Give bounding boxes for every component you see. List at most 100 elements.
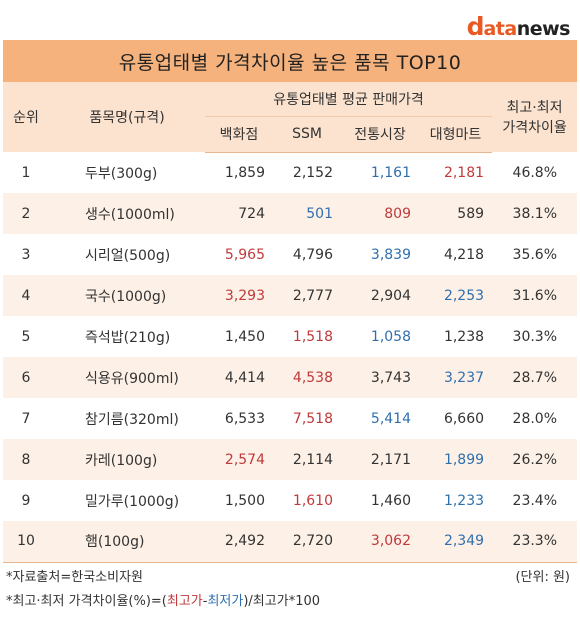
header-ssm: SSM — [273, 116, 341, 153]
table-row: 4 국수(1000g) 3,293 2,777 2,904 2,253 31.6% — [3, 275, 578, 316]
cell-market: 1,058 — [341, 316, 419, 357]
cell-market: 1,460 — [341, 480, 419, 521]
cell-mart: 1,238 — [419, 316, 493, 357]
formula-prefix: *최고·최저 가격차이율(%)=( — [6, 594, 167, 609]
logo-d: d — [466, 12, 485, 41]
cell-ssm: 4,538 — [273, 357, 341, 398]
cell-rate: 23.4% — [492, 480, 578, 521]
cell-rate: 30.3% — [492, 316, 578, 357]
cell-rank: 4 — [3, 275, 49, 316]
cell-rate: 31.6% — [492, 275, 578, 316]
cell-ssm: 1,610 — [273, 480, 341, 521]
chart-title: 유통업태별 가격차이율 높은 품목 TOP10 — [118, 51, 462, 74]
cell-rate: 26.2% — [492, 439, 578, 480]
cell-market: 2,904 — [341, 275, 419, 316]
formula-suffix: )/최고가*100 — [243, 594, 321, 609]
cell-ssm: 4,796 — [273, 234, 341, 275]
cell-mart: 4,218 — [419, 234, 493, 275]
table-row: 6 식용유(900ml) 4,414 4,538 3,743 3,237 28.7% — [3, 357, 578, 398]
cell-dept: 2,574 — [205, 439, 273, 480]
table-row: 1 두부(300g) 1,859 2,152 1,161 2,181 46.8% — [3, 152, 578, 193]
cell-mart: 2,349 — [419, 521, 493, 563]
cell-rank: 6 — [3, 357, 49, 398]
cell-rank: 3 — [3, 234, 49, 275]
cell-mart: 3,237 — [419, 357, 493, 398]
header-item: 품목명(규격) — [49, 82, 205, 152]
header-price-group: 유통업태별 평균 판매가격 — [205, 82, 493, 117]
cell-market: 3,839 — [341, 234, 419, 275]
cell-dept: 1,500 — [205, 480, 273, 521]
header-dept: 백화점 — [205, 116, 273, 153]
cell-mart: 2,181 — [419, 152, 493, 193]
cell-rate: 35.6% — [492, 234, 578, 275]
cell-item: 카레(100g) — [49, 439, 205, 480]
cell-item: 즉석밥(210g) — [49, 316, 205, 357]
cell-item: 시리얼(500g) — [49, 234, 205, 275]
cell-rate: 38.1% — [492, 193, 578, 234]
table-row: 10 햄(100g) 2,492 2,720 3,062 2,349 23.3% — [3, 521, 578, 563]
header-market: 전통시장 — [341, 116, 419, 153]
cell-ssm: 2,114 — [273, 439, 341, 480]
chart-title-bar: 유통업태별 가격차이율 높은 품목 TOP10 — [3, 40, 577, 82]
cell-dept: 1,450 — [205, 316, 273, 357]
cell-rank: 9 — [3, 480, 49, 521]
cell-rate: 46.8% — [492, 152, 578, 193]
cell-item: 햄(100g) — [49, 521, 205, 563]
cell-rank: 7 — [3, 398, 49, 439]
cell-market: 3,062 — [341, 521, 419, 563]
table-body: 1 두부(300g) 1,859 2,152 1,161 2,181 46.8% 2 생수(10… — [3, 152, 578, 563]
formula-low: 최저가 — [207, 594, 244, 609]
cell-rank: 10 — [3, 521, 49, 563]
cell-item: 생수(1000ml) — [49, 193, 205, 234]
cell-mart: 6,660 — [419, 398, 493, 439]
cell-item: 식용유(900ml) — [49, 357, 205, 398]
cell-dept: 724 — [205, 193, 273, 234]
table-row: 9 밀가루(1000g) 1,500 1,610 1,460 1,233 23.4% — [3, 480, 578, 521]
cell-dept: 4,414 — [205, 357, 273, 398]
logo-ata: ata — [483, 18, 517, 40]
cell-dept: 5,965 — [205, 234, 273, 275]
cell-item: 국수(1000g) — [49, 275, 205, 316]
formula-high: 최고가 — [166, 594, 203, 609]
cell-dept: 3,293 — [205, 275, 273, 316]
cell-market: 809 — [341, 193, 419, 234]
header-rate-line1: 최고·최저 — [506, 100, 563, 116]
source-note: *자료출처=한국소비자원 — [6, 570, 143, 585]
table-row: 8 카레(100g) 2,574 2,114 2,171 1,899 26.2% — [3, 439, 578, 480]
cell-rank: 1 — [3, 152, 49, 193]
cell-item: 참기름(320ml) — [49, 398, 205, 439]
formula-minus: - — [202, 594, 208, 609]
cell-ssm: 2,720 — [273, 521, 341, 563]
cell-rate: 23.3% — [492, 521, 578, 563]
unit-note: (단위: 원) — [515, 570, 570, 585]
table-row: 3 시리얼(500g) 5,965 4,796 3,839 4,218 35.6% — [3, 234, 578, 275]
cell-item: 밀가루(1000g) — [49, 480, 205, 521]
table-row: 5 즉석밥(210g) 1,450 1,518 1,058 1,238 30.3% — [3, 316, 578, 357]
formula-note: *최고·최저 가격차이율(%)=(최고가-최저가)/최고가*100 — [6, 590, 320, 609]
cell-mart: 1,233 — [419, 480, 493, 521]
cell-mart: 589 — [419, 193, 493, 234]
cell-ssm: 1,518 — [273, 316, 341, 357]
header-rate-line2: 가격차이율 — [502, 120, 567, 136]
cell-dept: 2,492 — [205, 521, 273, 563]
cell-mart: 2,253 — [419, 275, 493, 316]
cell-market: 1,161 — [341, 152, 419, 193]
cell-rate: 28.0% — [492, 398, 578, 439]
cell-ssm: 7,518 — [273, 398, 341, 439]
header-mart: 대형마트 — [419, 116, 493, 153]
cell-rate: 28.7% — [492, 357, 578, 398]
cell-dept: 1,859 — [205, 152, 273, 193]
cell-rank: 5 — [3, 316, 49, 357]
cell-dept: 6,533 — [205, 398, 273, 439]
cell-ssm: 2,777 — [273, 275, 341, 316]
cell-rank: 8 — [3, 439, 49, 480]
table-row: 7 참기름(320ml) 6,533 7,518 5,414 6,660 28.0% — [3, 398, 578, 439]
cell-ssm: 501 — [273, 193, 341, 234]
table-row: 2 생수(1000ml) 724 501 809 589 38.1% — [3, 193, 578, 234]
cell-item: 두부(300g) — [49, 152, 205, 193]
cell-rank: 2 — [3, 193, 49, 234]
datanews-logo: d ata news — [466, 12, 571, 41]
cell-market: 5,414 — [341, 398, 419, 439]
cell-market: 2,171 — [341, 439, 419, 480]
cell-mart: 1,899 — [419, 439, 493, 480]
